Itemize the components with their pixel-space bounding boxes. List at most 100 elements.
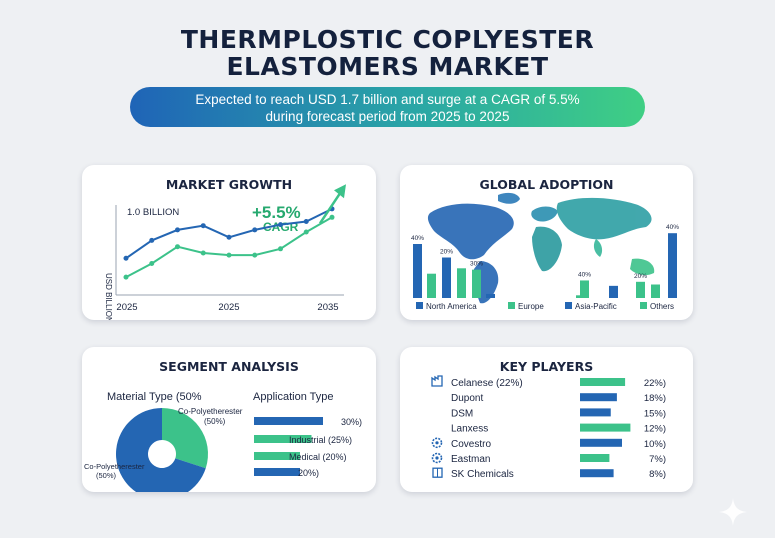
material-type-heading: Material Type (50% (107, 391, 202, 403)
x-tick-label: 2025 (116, 302, 137, 313)
key-players-chart: Celanese (22%) 22%) Dupont 18%) DSM 15%) Lanxe… (431, 375, 666, 480)
application-bar-label: 20%) (298, 468, 319, 478)
global-adoption-title: GLOBAL ADOPTION (479, 177, 614, 192)
application-bar-label: Medical (20%) (289, 452, 347, 462)
player-name: Celanese (22%) (451, 378, 523, 389)
player-share-bar (580, 393, 617, 402)
series-1-point-2 (175, 244, 180, 250)
gear-icon (431, 437, 443, 449)
series-1-point-5 (252, 252, 258, 258)
key-players-card: KEY PLAYERS Celanese (22%) 22%) Dupont 18%)… (400, 347, 693, 492)
application-bar (254, 435, 312, 443)
player-name: Eastman (451, 454, 490, 465)
series-0-point-1 (149, 237, 155, 243)
legend-label: Europe (518, 302, 544, 311)
application-bar (254, 468, 300, 476)
adoption-bar (472, 269, 481, 298)
player-share-label: 15%) (644, 408, 666, 419)
player-share-label: 18%) (644, 393, 666, 404)
market-growth-chart: USD BILLION 1.0 BILLION +5.5% CAGR 20252… (104, 184, 346, 320)
pie-slice (116, 408, 206, 492)
gear-icon (431, 452, 443, 464)
bar-value-label: 30% (470, 261, 483, 268)
segment-analysis-chart: Material Type (50% Co-Polyetherester(50%… (84, 391, 362, 492)
pie-slice (162, 408, 208, 469)
player-name: Lanxess (451, 424, 488, 435)
world-map (427, 192, 655, 304)
adoption-bar (651, 284, 660, 298)
player-share-label: 10%) (644, 439, 666, 450)
application-bar-label: Industrial (25%) (289, 435, 352, 445)
bar-value-label: 40% (666, 224, 679, 231)
player-share-bar (580, 378, 626, 386)
player-name: SK Chemicals (451, 469, 514, 480)
title-line-2: ELASTOMERS MARKET (226, 52, 549, 81)
series-0-point-6 (278, 222, 283, 228)
series-1-point-4 (226, 252, 232, 258)
series-0-point-4 (226, 234, 232, 240)
series-0-point-2 (175, 227, 180, 233)
building-icon (432, 467, 443, 478)
legend-label: North America (426, 302, 477, 311)
series-1-point-8 (329, 214, 335, 220)
x-tick-label: 2035 (317, 302, 338, 313)
series-0-point-5 (252, 227, 258, 233)
player-share-label: 22%) (644, 378, 666, 389)
slice-label: Co-Polyetherester (178, 407, 243, 416)
series-1-point-0 (123, 274, 129, 280)
legend-swatch (565, 302, 572, 309)
player-name: Covestro (451, 439, 491, 450)
banner-line-1: Expected to reach USD 1.7 billion and su… (195, 92, 580, 107)
slice-label: (50%) (204, 417, 226, 426)
bar-value-label: 20% (440, 249, 453, 256)
legend-swatch (640, 302, 647, 309)
application-bar (254, 417, 323, 425)
title-line-1: THERMPLOSTIC COPLYESTER (180, 25, 595, 54)
slice-label: (50%) (96, 471, 117, 480)
bar-value-label: 40% (411, 235, 424, 242)
y-axis-label: USD BILLION (104, 273, 113, 320)
player-name: Dupont (451, 393, 483, 404)
player-share-bar (580, 408, 611, 417)
series-1-point-3 (200, 250, 206, 256)
adoption-bar (442, 257, 451, 298)
player-share-bar (580, 469, 614, 478)
sparkle-icon (719, 498, 747, 526)
global-adoption-card: GLOBAL ADOPTION 40% 20% 30% 40% 20% 40% North… (400, 165, 693, 320)
banner-line-2: during forecast period from 2025 to 2025 (265, 109, 510, 124)
adoption-bar (609, 285, 618, 298)
series-1-point-6 (278, 246, 283, 252)
adoption-bar (668, 233, 677, 298)
trend-arrow-head (334, 184, 346, 199)
adoption-bar (457, 268, 466, 298)
adoption-bar (427, 273, 436, 298)
cagr-value: +5.5% (252, 203, 301, 222)
adoption-bar (413, 244, 422, 298)
application-bar (254, 452, 300, 460)
legend-label: Others (650, 302, 674, 311)
player-share-bar (580, 423, 631, 432)
series-0-point-3 (200, 223, 206, 229)
application-type-heading: Application Type (253, 391, 334, 403)
bar-value-label: 40% (578, 271, 591, 278)
legend-swatch (416, 302, 423, 309)
player-share-label: 8%) (649, 469, 666, 480)
player-share-label: 12%) (644, 424, 666, 435)
page-title: THERMPLOSTIC COPLYESTER ELASTOMERS MARKE… (0, 26, 775, 80)
series-0-point-0 (123, 255, 129, 261)
x-tick-label: 2025 (218, 302, 239, 313)
factory-icon (431, 375, 443, 387)
series-1-point-7 (303, 229, 309, 235)
market-growth-card: MARKET GROWTH USD BILLION 1.0 BILLION +5… (82, 165, 376, 320)
player-share-bar (580, 454, 610, 462)
key-players-title: KEY PLAYERS (499, 359, 594, 374)
segment-analysis-card: SEGMENT ANALYSIS Material Type (50% Co-P… (82, 347, 376, 492)
player-name: DSM (451, 408, 473, 419)
player-share-label: 7%) (649, 454, 666, 465)
adoption-bar (486, 293, 495, 298)
adoption-bar (580, 280, 589, 298)
slice-label: Co-Polyetherester (84, 462, 145, 471)
player-share-bar (580, 438, 622, 447)
summary-banner: Expected to reach USD 1.7 billion and su… (130, 87, 645, 127)
legend-swatch (508, 302, 515, 309)
